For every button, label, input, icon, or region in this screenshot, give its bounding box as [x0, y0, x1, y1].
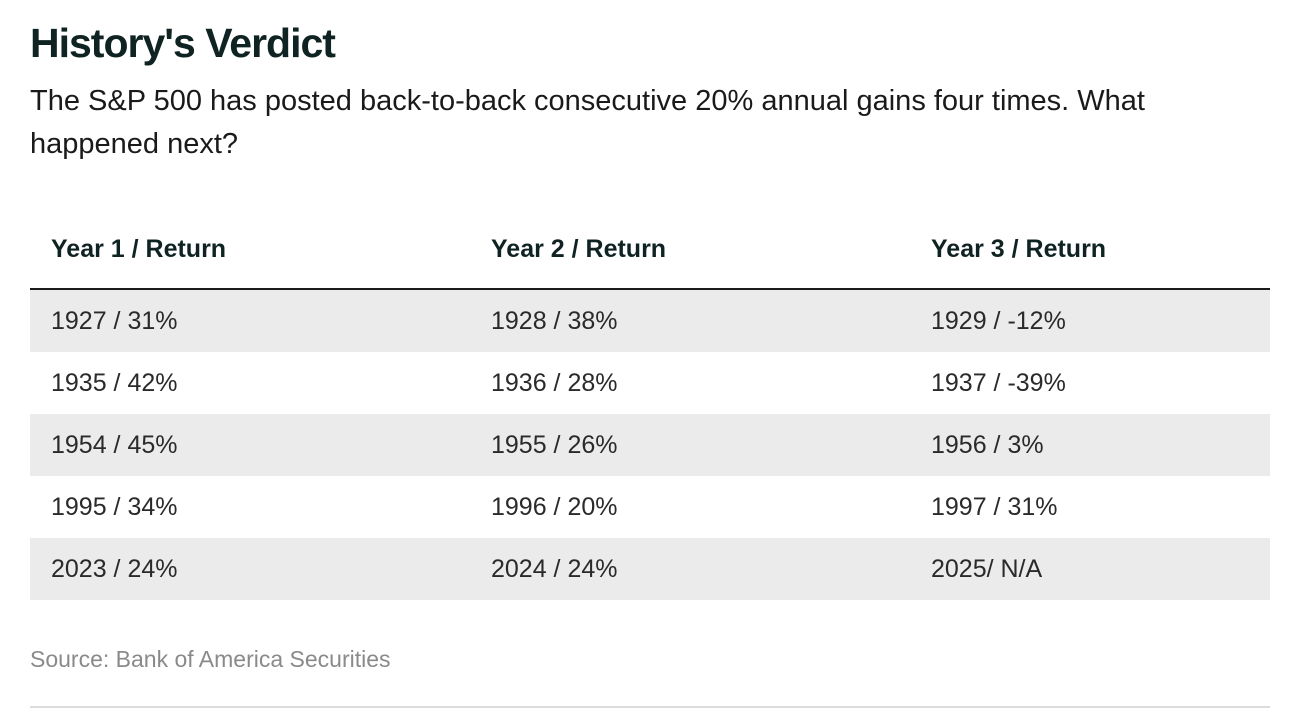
table-cell: 1928 / 38% [491, 306, 618, 335]
table-cell: 2025/ N/A [931, 554, 1043, 583]
table-cell: 1929 / -12% [931, 306, 1066, 335]
table-row: 1927 / 31% 1928 / 38% 1929 / -12% [30, 289, 1270, 352]
table-cell: 1995 / 34% [51, 492, 178, 521]
column-header-year-1: Year 1 / Return [30, 210, 470, 290]
table-row: 1954 / 45% 1955 / 26% 1956 / 3% [30, 414, 1270, 476]
chart-container: History's Verdict The S&P 500 has posted… [30, 0, 1270, 600]
table-cell: 1955 / 26% [491, 430, 618, 459]
source-note: Source: Bank of America Securities [30, 646, 391, 672]
table-cell: 2023 / 24% [51, 554, 178, 583]
table-row: 1995 / 34% 1996 / 20% 1997 / 31% [30, 476, 1270, 538]
table-cell: 1927 / 31% [51, 306, 178, 335]
table-cell: 1936 / 28% [491, 368, 618, 397]
table-cell: 1997 / 31% [931, 492, 1058, 521]
table-cell: 1996 / 20% [491, 492, 618, 521]
table-row: 2023 / 24% 2024 / 24% 2025/ N/A [30, 538, 1270, 600]
table-cell: 2024 / 24% [491, 554, 618, 583]
table-cell: 1937 / -39% [931, 368, 1066, 397]
chart-title: History's Verdict [30, 20, 336, 66]
table-row: 1935 / 42% 1936 / 28% 1937 / -39% [30, 352, 1270, 414]
table-header: Year 1 / Return Year 2 / Return Year 3 /… [30, 210, 1270, 290]
table-cell: 1935 / 42% [51, 368, 178, 397]
column-header-year-3: Year 3 / Return [910, 210, 1270, 290]
bottom-divider [30, 706, 1270, 708]
column-header-year-2: Year 2 / Return [470, 210, 910, 290]
returns-table: Year 1 / Return Year 2 / Return Year 3 /… [30, 210, 1270, 600]
table-body: 1927 / 31% 1928 / 38% 1929 / -12% 1935 /… [30, 289, 1270, 600]
header-row: Year 1 / Return Year 2 / Return Year 3 /… [30, 210, 1270, 290]
table-cell: 1956 / 3% [931, 430, 1044, 459]
chart-subtitle: The S&P 500 has posted back-to-back cons… [30, 85, 1145, 160]
table-cell: 1954 / 45% [51, 430, 178, 459]
